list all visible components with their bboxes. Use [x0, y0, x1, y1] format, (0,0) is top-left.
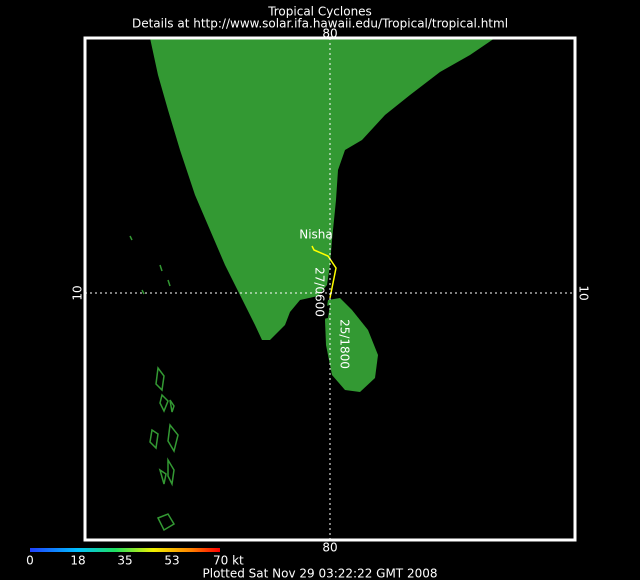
- lon-label-top: 80: [322, 27, 337, 41]
- colorbar-label: 53: [164, 554, 179, 568]
- storm-track: [311, 245, 337, 299]
- land: [129, 38, 495, 532]
- track-label: 27/0600: [313, 267, 327, 317]
- title: Tropical Cyclones: [267, 5, 372, 19]
- gulf-water: [304, 305, 330, 322]
- sri-lanka: [325, 298, 378, 392]
- lat-label-left: 10: [71, 285, 85, 300]
- india: [150, 38, 495, 340]
- subtitle: Details at http://www.solar.ifa.hawaii.e…: [132, 17, 508, 31]
- lon-label-bottom: 80: [322, 541, 337, 555]
- colorbar: [30, 548, 220, 552]
- colorbar-label: 0: [26, 554, 34, 568]
- colorbar-label: 35: [117, 554, 132, 568]
- track-label: 25/1800: [338, 319, 352, 369]
- footer: Plotted Sat Nov 29 03:22:22 GMT 2008: [203, 567, 438, 580]
- lat-label-right: 10: [577, 285, 591, 300]
- maldives: [129, 235, 179, 532]
- colorbar-label: 70 kt: [213, 554, 244, 568]
- storm-name: Nisha: [299, 228, 333, 242]
- colorbar-label: 18: [70, 554, 85, 568]
